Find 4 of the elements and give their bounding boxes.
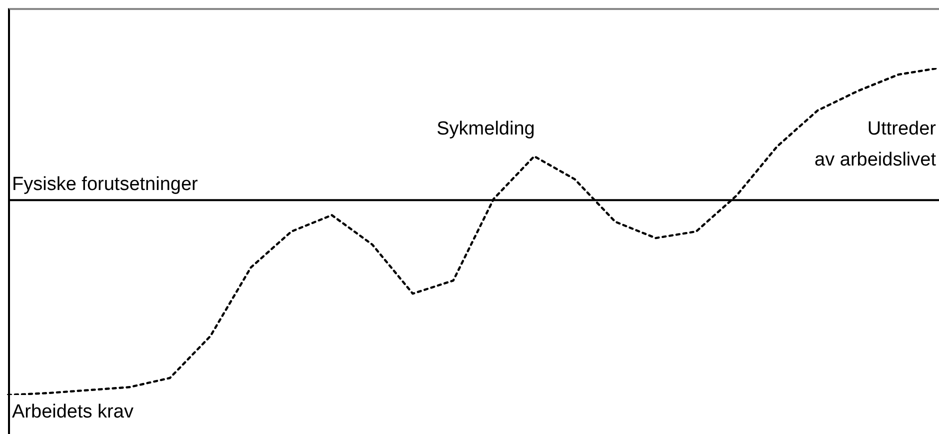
annotation: Uttreder av arbeidslivet (814, 118, 937, 171)
ref-line-label: Fysiske forutsetninger (12, 174, 199, 195)
annotation: Sykmelding (436, 118, 535, 140)
series-label: Arbeidets krav (12, 402, 134, 423)
